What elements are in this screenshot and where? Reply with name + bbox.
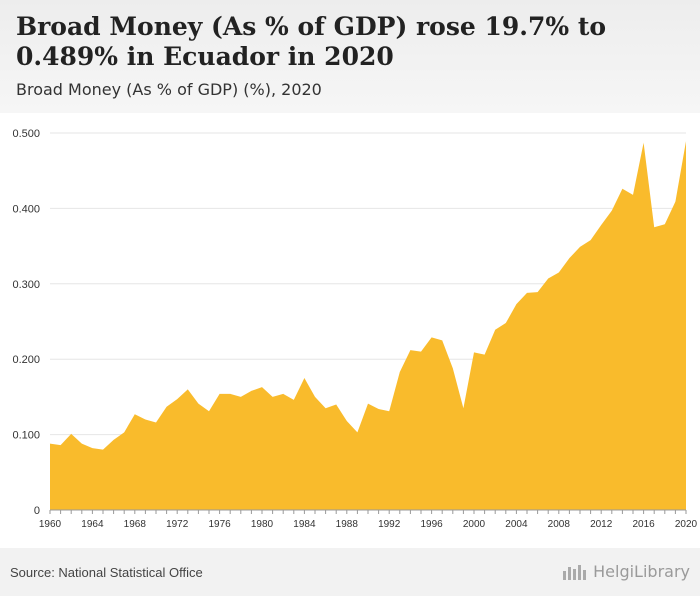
library-icon bbox=[563, 564, 587, 580]
footer: Source: National Statistical Office Helg… bbox=[0, 548, 700, 596]
y-tick-label: 0.200 bbox=[12, 354, 40, 366]
x-tick-label: 1968 bbox=[124, 519, 147, 530]
x-tick-label: 2004 bbox=[505, 519, 528, 530]
x-tick-label: 1988 bbox=[336, 519, 359, 530]
y-tick-label: 0.500 bbox=[12, 128, 40, 140]
x-tick-label: 2016 bbox=[632, 519, 655, 530]
page-title: Broad Money (As % of GDP) rose 19.7% to … bbox=[16, 12, 607, 71]
header: Broad Money (As % of GDP) rose 19.7% to … bbox=[0, 0, 700, 113]
x-tick-label: 1964 bbox=[81, 519, 104, 530]
x-tick-label: 1992 bbox=[378, 519, 401, 530]
brand-logo: HelgiLibrary bbox=[562, 562, 690, 581]
x-tick-label: 1980 bbox=[251, 519, 274, 530]
x-tick-label: 1960 bbox=[39, 519, 62, 530]
y-tick-label: 0.300 bbox=[12, 279, 40, 291]
y-tick-label: 0 bbox=[34, 505, 40, 517]
x-tick-label: 2012 bbox=[590, 519, 613, 530]
area-series bbox=[50, 141, 686, 510]
chart-subtitle: Broad Money (As % of GDP) (%), 2020 bbox=[16, 80, 322, 99]
x-tick-label: 1976 bbox=[208, 519, 231, 530]
x-tick-label: 2000 bbox=[463, 519, 486, 530]
brand-name: HelgiLibrary bbox=[593, 562, 690, 581]
y-tick-label: 0.400 bbox=[12, 203, 40, 215]
source-note: Source: National Statistical Office bbox=[10, 565, 203, 580]
x-tick-label: 1996 bbox=[420, 519, 443, 530]
x-tick-label: 1984 bbox=[293, 519, 316, 530]
area-chart: 0 0.100 0.200 0.300 0.400 0.500 1960 1964 1968 19… bbox=[12, 128, 698, 530]
x-tick-label: 1972 bbox=[166, 519, 189, 530]
y-tick-label: 0.100 bbox=[12, 430, 40, 442]
x-tick-label: 2020 bbox=[675, 519, 698, 530]
x-tick-label: 2008 bbox=[548, 519, 571, 530]
